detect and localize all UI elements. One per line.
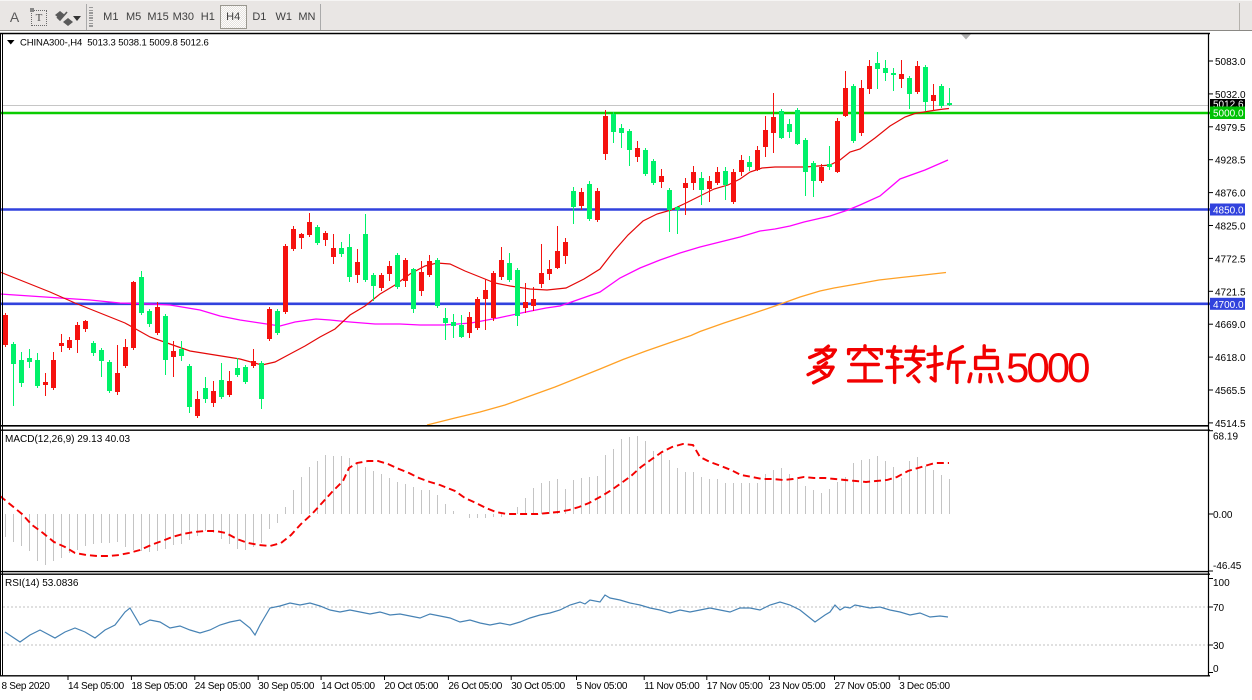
- svg-text:RSI(14) 53.0836: RSI(14) 53.0836: [5, 578, 79, 589]
- svg-text:MACD(12,26,9) 29.13 40.03: MACD(12,26,9) 29.13 40.03: [5, 434, 131, 445]
- svg-text:30 Sep 05:00: 30 Sep 05:00: [258, 681, 315, 692]
- svg-text:0.00: 0.00: [1213, 510, 1233, 521]
- svg-text:4669.0: 4669.0: [1215, 320, 1246, 331]
- svg-text:3 Dec 05:00: 3 Dec 05:00: [899, 681, 950, 692]
- svg-text:26 Oct 05:00: 26 Oct 05:00: [448, 681, 502, 692]
- svg-text:5000: 5000: [1006, 344, 1089, 391]
- svg-text:-46.45: -46.45: [1213, 561, 1242, 572]
- svg-text:20 Oct 05:00: 20 Oct 05:00: [385, 681, 439, 692]
- svg-text:17 Nov 05:00: 17 Nov 05:00: [707, 681, 764, 692]
- svg-text:14 Oct 05:00: 14 Oct 05:00: [321, 681, 375, 692]
- svg-text:4928.5: 4928.5: [1215, 156, 1246, 167]
- svg-text:24 Sep 05:00: 24 Sep 05:00: [195, 681, 252, 692]
- svg-text:8 Sep 2020: 8 Sep 2020: [2, 681, 51, 692]
- svg-text:5012.6: 5012.6: [1213, 100, 1244, 111]
- svg-text:68.19: 68.19: [1213, 432, 1238, 443]
- svg-text:4772.5: 4772.5: [1215, 254, 1246, 265]
- svg-text:27 Nov 05:00: 27 Nov 05:00: [835, 681, 892, 692]
- svg-text:4618.0: 4618.0: [1215, 353, 1246, 364]
- svg-text:5083.0: 5083.0: [1215, 57, 1246, 68]
- svg-text:5 Nov 05:00: 5 Nov 05:00: [577, 681, 628, 692]
- svg-text:4514.5: 4514.5: [1215, 419, 1246, 430]
- svg-text:CHINA300-,H4 5013.3 5038.1 50: CHINA300-,H4 5013.3 5038.1 5009.8 5012.6: [20, 38, 209, 49]
- svg-text:11 Nov 05:00: 11 Nov 05:00: [644, 681, 700, 692]
- svg-text:100: 100: [1213, 578, 1230, 589]
- svg-text:5000.0: 5000.0: [1213, 109, 1244, 120]
- svg-text:30 Oct 05:00: 30 Oct 05:00: [511, 681, 565, 692]
- svg-text:4850.0: 4850.0: [1213, 206, 1244, 217]
- svg-text:4979.5: 4979.5: [1215, 123, 1246, 134]
- svg-text:23 Nov 05:00: 23 Nov 05:00: [769, 681, 826, 692]
- svg-text:4700.0: 4700.0: [1213, 300, 1244, 311]
- svg-text:4565.5: 4565.5: [1215, 386, 1246, 397]
- svg-text:4825.0: 4825.0: [1215, 222, 1246, 233]
- svg-text:4876.0: 4876.0: [1215, 189, 1246, 200]
- svg-text:4721.5: 4721.5: [1215, 287, 1246, 298]
- svg-text:14 Sep 05:00: 14 Sep 05:00: [68, 681, 125, 692]
- svg-text:30: 30: [1213, 641, 1225, 652]
- svg-text:5032.0: 5032.0: [1215, 90, 1246, 101]
- svg-text:0: 0: [1213, 664, 1219, 675]
- svg-text:70: 70: [1213, 603, 1225, 614]
- svg-text:18 Sep 05:00: 18 Sep 05:00: [131, 681, 188, 692]
